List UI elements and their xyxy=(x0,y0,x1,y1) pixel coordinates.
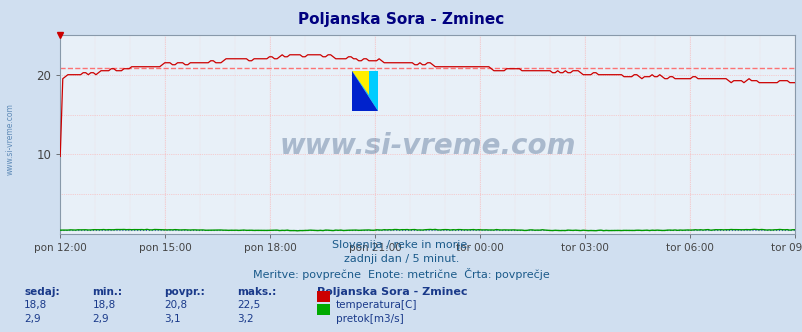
Polygon shape xyxy=(351,71,378,111)
Text: sedaj:: sedaj: xyxy=(24,287,59,297)
Polygon shape xyxy=(351,71,368,95)
Text: 2,9: 2,9 xyxy=(92,314,109,324)
Text: 3,2: 3,2 xyxy=(237,314,253,324)
Text: 2,9: 2,9 xyxy=(24,314,41,324)
Polygon shape xyxy=(351,71,378,111)
Text: pretok[m3/s]: pretok[m3/s] xyxy=(335,314,403,324)
Text: temperatura[C]: temperatura[C] xyxy=(335,300,416,310)
Text: www.si-vreme.com: www.si-vreme.com xyxy=(6,104,15,175)
Text: min.:: min.: xyxy=(92,287,122,297)
Text: www.si-vreme.com: www.si-vreme.com xyxy=(279,132,575,160)
Text: 18,8: 18,8 xyxy=(92,300,115,310)
Text: maks.:: maks.: xyxy=(237,287,276,297)
Text: 22,5: 22,5 xyxy=(237,300,260,310)
Text: 20,8: 20,8 xyxy=(164,300,188,310)
Text: Slovenija / reke in morje.: Slovenija / reke in morje. xyxy=(332,240,470,250)
Text: Meritve: povprečne  Enote: metrične  Črta: povprečje: Meritve: povprečne Enote: metrične Črta:… xyxy=(253,268,549,280)
Text: 18,8: 18,8 xyxy=(24,300,47,310)
Text: Poljanska Sora - Zminec: Poljanska Sora - Zminec xyxy=(317,287,467,297)
Text: povpr.:: povpr.: xyxy=(164,287,205,297)
Text: zadnji dan / 5 minut.: zadnji dan / 5 minut. xyxy=(343,254,459,264)
Text: Poljanska Sora - Zminec: Poljanska Sora - Zminec xyxy=(298,12,504,27)
Text: 3,1: 3,1 xyxy=(164,314,181,324)
